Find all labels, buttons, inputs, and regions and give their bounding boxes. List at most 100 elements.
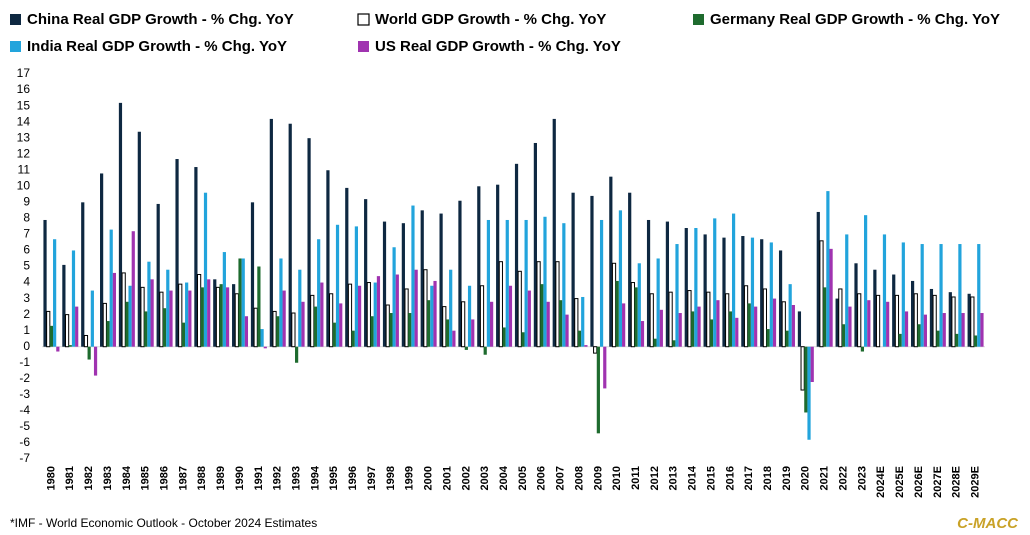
bar — [295, 346, 299, 363]
bar — [762, 288, 768, 348]
bar — [354, 226, 358, 347]
bar — [382, 221, 387, 347]
bar — [951, 296, 956, 348]
bar — [347, 283, 353, 348]
bar — [194, 167, 198, 347]
bar — [743, 285, 749, 348]
bar — [121, 272, 126, 348]
bar — [706, 291, 711, 348]
bar — [100, 173, 104, 347]
bar — [672, 340, 676, 347]
x-tick-label: 2019 — [781, 466, 793, 490]
bar — [263, 346, 267, 349]
bar — [555, 261, 560, 348]
legend-label: China Real GDP Growth - % Chg. YoY — [27, 11, 294, 28]
bar — [725, 293, 730, 348]
bar — [461, 301, 466, 348]
bar — [800, 346, 805, 391]
x-tick-label: 1985 — [140, 466, 152, 490]
y-tick-label: 16 — [17, 82, 31, 96]
bar — [797, 311, 802, 347]
x-tick-label: 2020 — [800, 466, 812, 490]
bar — [829, 248, 833, 347]
bar — [574, 298, 579, 348]
bar — [920, 244, 924, 347]
x-tick-label: 2003 — [479, 466, 491, 490]
x-tick-label: 2008 — [573, 466, 585, 490]
bar — [298, 269, 302, 347]
y-tick-label: 13 — [17, 130, 31, 144]
bar — [603, 346, 607, 389]
bar — [668, 291, 673, 348]
bar — [188, 290, 192, 347]
bar — [967, 293, 971, 347]
y-tick-label: -5 — [19, 419, 30, 433]
x-tick-label: 2013 — [668, 466, 680, 490]
legend-swatch — [357, 13, 370, 26]
bar — [449, 269, 453, 347]
bar — [788, 284, 792, 347]
bar — [345, 187, 349, 347]
bar — [213, 279, 217, 347]
x-tick-label: 2029E — [969, 466, 981, 498]
bar — [125, 301, 129, 347]
bar — [577, 330, 582, 347]
bar — [144, 311, 148, 347]
y-tick-label: 15 — [17, 98, 31, 112]
bar — [291, 312, 296, 348]
x-tick-label: 2015 — [705, 466, 717, 490]
bar — [864, 215, 868, 347]
bar — [565, 314, 569, 347]
bar — [521, 332, 525, 347]
bar — [332, 322, 336, 347]
bar — [93, 346, 98, 376]
bar — [772, 298, 777, 347]
bar — [467, 285, 472, 347]
bar — [778, 250, 783, 347]
bar — [427, 300, 431, 347]
bar — [159, 291, 164, 348]
x-tick-label: 2012 — [649, 466, 661, 490]
bar — [253, 307, 258, 348]
bar — [326, 170, 330, 347]
bar — [955, 333, 959, 347]
x-tick-label: 1987 — [177, 466, 189, 490]
bar — [913, 293, 918, 348]
bar — [611, 262, 617, 348]
bar — [272, 310, 277, 348]
bar — [439, 213, 443, 347]
bar — [562, 223, 566, 347]
bar — [175, 159, 179, 347]
bar — [445, 319, 450, 347]
x-tick-label: 2004 — [498, 465, 510, 490]
bar — [64, 314, 70, 348]
bar — [807, 346, 811, 440]
y-tick-label: 4 — [23, 275, 30, 289]
bar — [766, 329, 770, 347]
bar — [490, 301, 494, 347]
bar — [826, 191, 830, 347]
bar — [106, 321, 110, 347]
bar — [653, 338, 657, 347]
bar — [471, 319, 475, 347]
bar — [973, 335, 978, 347]
bar — [162, 308, 167, 347]
bar — [939, 244, 943, 347]
bar — [514, 163, 519, 347]
bar — [234, 293, 239, 348]
bar — [479, 285, 485, 348]
y-tick-label: 10 — [17, 178, 31, 192]
bar — [687, 290, 692, 348]
bar — [731, 213, 736, 347]
bar — [875, 294, 881, 348]
bar — [628, 192, 632, 347]
bar — [56, 346, 60, 352]
x-tick-label: 2010 — [611, 466, 623, 490]
bar — [860, 346, 865, 352]
bar — [838, 288, 843, 348]
bar — [769, 242, 773, 347]
legend-label: World GDP Growth - % Chg. YoY — [375, 11, 606, 28]
y-tick-label: 6 — [23, 243, 30, 257]
bar — [713, 218, 717, 347]
legend-swatch — [358, 41, 369, 52]
